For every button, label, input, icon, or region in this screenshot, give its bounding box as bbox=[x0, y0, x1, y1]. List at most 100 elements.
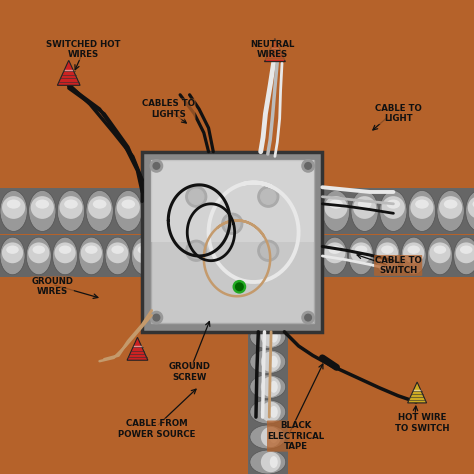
Circle shape bbox=[153, 314, 160, 321]
Ellipse shape bbox=[85, 246, 98, 254]
Ellipse shape bbox=[250, 400, 286, 424]
Circle shape bbox=[153, 163, 160, 169]
Text: CABLES TO
LIGHTS: CABLES TO LIGHTS bbox=[142, 100, 195, 118]
Ellipse shape bbox=[86, 191, 113, 231]
Ellipse shape bbox=[324, 242, 346, 263]
Ellipse shape bbox=[328, 246, 341, 254]
Circle shape bbox=[258, 240, 279, 261]
Ellipse shape bbox=[408, 246, 420, 254]
FancyBboxPatch shape bbox=[0, 188, 142, 234]
FancyBboxPatch shape bbox=[151, 160, 314, 242]
Ellipse shape bbox=[111, 246, 124, 254]
FancyBboxPatch shape bbox=[0, 235, 142, 277]
Ellipse shape bbox=[324, 196, 347, 219]
Ellipse shape bbox=[329, 200, 343, 209]
Ellipse shape bbox=[261, 402, 281, 422]
Ellipse shape bbox=[261, 352, 281, 372]
Text: GROUND
WIRES: GROUND WIRES bbox=[31, 277, 73, 296]
Text: GROUND
SCREW: GROUND SCREW bbox=[169, 363, 210, 382]
Ellipse shape bbox=[59, 246, 71, 254]
Ellipse shape bbox=[270, 431, 278, 443]
Ellipse shape bbox=[322, 191, 350, 231]
Ellipse shape bbox=[382, 196, 405, 219]
Ellipse shape bbox=[55, 242, 76, 263]
Ellipse shape bbox=[350, 242, 372, 263]
Ellipse shape bbox=[0, 191, 27, 231]
Ellipse shape bbox=[0, 237, 25, 275]
Text: NEUTRAL
WIRES: NEUTRAL WIRES bbox=[250, 40, 295, 59]
Ellipse shape bbox=[437, 191, 465, 231]
FancyBboxPatch shape bbox=[142, 152, 322, 332]
Ellipse shape bbox=[88, 196, 111, 219]
Ellipse shape bbox=[250, 450, 286, 474]
Ellipse shape bbox=[429, 242, 451, 263]
Ellipse shape bbox=[465, 191, 474, 231]
Ellipse shape bbox=[7, 200, 20, 209]
FancyBboxPatch shape bbox=[151, 160, 314, 323]
Text: CABLE FROM
POWER SOURCE: CABLE FROM POWER SOURCE bbox=[118, 419, 195, 438]
Ellipse shape bbox=[133, 242, 155, 263]
Circle shape bbox=[305, 314, 311, 321]
Ellipse shape bbox=[107, 242, 128, 263]
Text: BLACK
ELECTRICAL
TAPE: BLACK ELECTRICAL TAPE bbox=[268, 421, 325, 451]
Ellipse shape bbox=[375, 237, 400, 275]
Ellipse shape bbox=[386, 200, 400, 209]
Ellipse shape bbox=[428, 237, 453, 275]
Ellipse shape bbox=[6, 246, 19, 254]
Ellipse shape bbox=[270, 456, 278, 468]
Ellipse shape bbox=[2, 242, 23, 263]
Ellipse shape bbox=[261, 427, 281, 447]
Ellipse shape bbox=[270, 381, 278, 393]
Text: CABLE TO
SWITCH: CABLE TO SWITCH bbox=[375, 256, 421, 275]
Ellipse shape bbox=[270, 406, 278, 418]
Ellipse shape bbox=[81, 242, 102, 263]
Ellipse shape bbox=[26, 237, 51, 275]
FancyBboxPatch shape bbox=[322, 188, 474, 234]
Ellipse shape bbox=[270, 356, 278, 368]
Ellipse shape bbox=[460, 246, 473, 254]
Text: CABLE TO
LIGHT: CABLE TO LIGHT bbox=[375, 104, 421, 123]
Ellipse shape bbox=[28, 242, 49, 263]
FancyBboxPatch shape bbox=[248, 332, 288, 474]
Ellipse shape bbox=[64, 200, 78, 209]
Ellipse shape bbox=[410, 196, 434, 219]
Ellipse shape bbox=[117, 196, 140, 219]
Ellipse shape bbox=[439, 196, 462, 219]
Ellipse shape bbox=[261, 377, 281, 397]
Circle shape bbox=[189, 189, 204, 204]
FancyBboxPatch shape bbox=[322, 235, 474, 277]
Ellipse shape bbox=[93, 200, 107, 209]
Ellipse shape bbox=[381, 246, 393, 254]
Circle shape bbox=[302, 311, 314, 324]
Ellipse shape bbox=[380, 191, 407, 231]
Ellipse shape bbox=[131, 237, 156, 275]
Ellipse shape bbox=[36, 200, 49, 209]
Ellipse shape bbox=[31, 196, 54, 219]
Circle shape bbox=[225, 216, 240, 231]
Text: HOT WIRE
TO SWITCH: HOT WIRE TO SWITCH bbox=[395, 413, 449, 432]
Circle shape bbox=[261, 189, 276, 204]
Ellipse shape bbox=[137, 246, 150, 254]
Ellipse shape bbox=[59, 196, 82, 219]
Ellipse shape bbox=[115, 191, 142, 231]
Ellipse shape bbox=[250, 325, 286, 348]
Circle shape bbox=[236, 283, 243, 291]
Ellipse shape bbox=[473, 200, 474, 209]
Text: SWITCHED HOT
WIRES: SWITCHED HOT WIRES bbox=[46, 40, 120, 59]
Ellipse shape bbox=[468, 196, 474, 219]
Ellipse shape bbox=[408, 191, 436, 231]
Ellipse shape bbox=[57, 191, 85, 231]
Ellipse shape bbox=[261, 452, 281, 472]
Circle shape bbox=[222, 213, 243, 234]
Ellipse shape bbox=[454, 237, 474, 275]
Ellipse shape bbox=[79, 237, 104, 275]
Polygon shape bbox=[127, 337, 148, 360]
Circle shape bbox=[305, 163, 311, 169]
Ellipse shape bbox=[250, 350, 286, 374]
Ellipse shape bbox=[377, 242, 398, 263]
Ellipse shape bbox=[456, 242, 474, 263]
Circle shape bbox=[302, 160, 314, 172]
Ellipse shape bbox=[250, 375, 286, 399]
Ellipse shape bbox=[415, 200, 429, 209]
Polygon shape bbox=[264, 39, 285, 62]
